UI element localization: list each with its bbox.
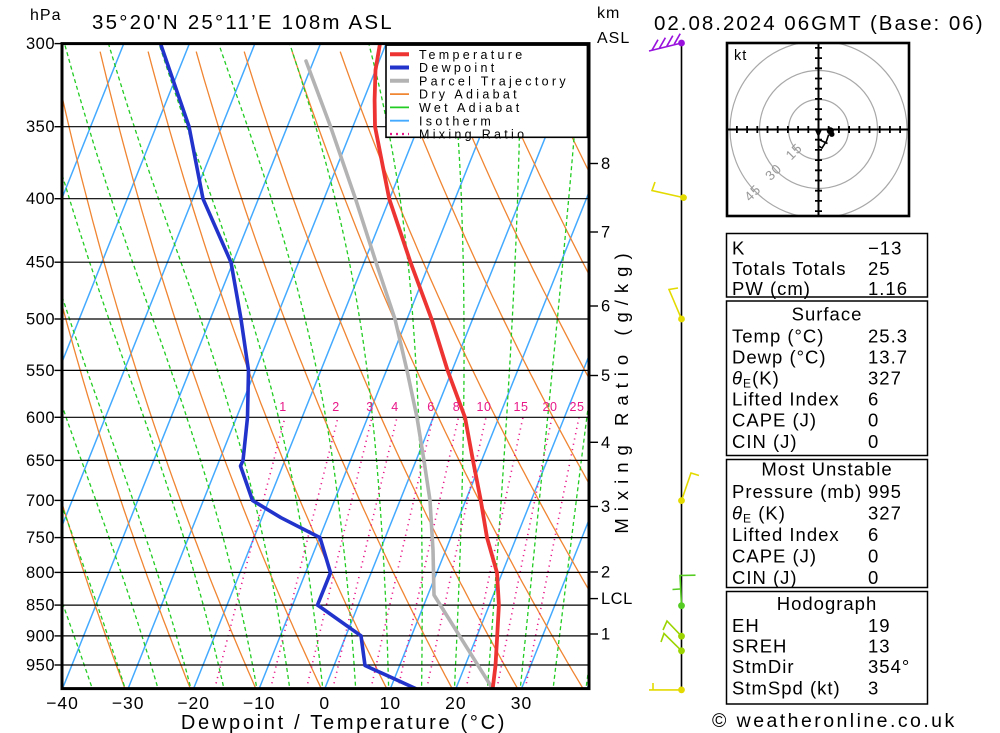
svg-text:Dry Adiabat: Dry Adiabat [419, 88, 520, 102]
svg-text:Wet Adiabat: Wet Adiabat [419, 101, 522, 115]
svg-text:0: 0 [868, 410, 879, 431]
svg-text:Isotherm: Isotherm [419, 114, 494, 128]
svg-text:K: K [732, 238, 745, 259]
svg-text:StmSpd (kt): StmSpd (kt) [732, 678, 841, 699]
svg-text:Surface: Surface [792, 304, 863, 325]
svg-text:CIN (J): CIN (J) [732, 567, 798, 588]
svg-text:995: 995 [868, 481, 902, 502]
svg-text:300: 300 [26, 35, 55, 53]
svg-text:550: 550 [26, 362, 55, 380]
svg-text:2: 2 [332, 400, 339, 414]
svg-text:Most Unstable: Most Unstable [761, 459, 892, 480]
svg-text:7: 7 [601, 224, 611, 242]
svg-text:StmDir: StmDir [732, 656, 795, 677]
svg-text:1: 1 [279, 400, 286, 414]
svg-text:Lifted Index: Lifted Index [732, 524, 840, 545]
svg-text:750: 750 [26, 529, 55, 547]
svg-text:2: 2 [601, 564, 611, 582]
svg-text:8: 8 [453, 400, 460, 414]
svg-text:Hodograph: Hodograph [777, 593, 878, 614]
svg-text:Lifted Index: Lifted Index [732, 389, 840, 410]
svg-text:350: 350 [26, 118, 55, 136]
svg-text:900: 900 [26, 627, 55, 645]
svg-text:Dewp (°C): Dewp (°C) [732, 347, 827, 368]
svg-text:800: 800 [26, 564, 55, 582]
svg-text:θE (K): θE (K) [732, 503, 786, 526]
svg-text:ASL: ASL [597, 30, 630, 47]
svg-text:0: 0 [319, 693, 330, 713]
svg-text:PW (cm): PW (cm) [732, 278, 811, 299]
svg-text:SREH: SREH [732, 636, 787, 657]
svg-text:LCL: LCL [601, 590, 633, 608]
svg-text:6: 6 [427, 400, 434, 414]
svg-text:0: 0 [868, 546, 879, 567]
svg-text:Dewpoint / Temperature (°C): Dewpoint / Temperature (°C) [181, 712, 507, 733]
svg-text:5: 5 [601, 367, 611, 385]
svg-text:Temp (°C): Temp (°C) [732, 326, 824, 347]
svg-text:−10: −10 [243, 693, 276, 713]
svg-text:20: 20 [543, 400, 558, 414]
svg-text:0: 0 [868, 567, 879, 588]
svg-text:Mixing Ratio: Mixing Ratio [419, 128, 527, 142]
svg-text:8: 8 [601, 155, 611, 173]
svg-text:6: 6 [601, 298, 611, 316]
svg-text:−20: −20 [177, 693, 210, 713]
svg-text:4: 4 [391, 400, 398, 414]
svg-text:−30: −30 [112, 693, 145, 713]
svg-text:4: 4 [601, 434, 611, 452]
svg-text:450: 450 [26, 254, 55, 272]
svg-text:30: 30 [511, 693, 532, 713]
svg-text:19: 19 [868, 615, 891, 636]
svg-text:−13: −13 [868, 238, 902, 259]
svg-text:Dewpoint: Dewpoint [419, 61, 498, 75]
svg-text:kt: kt [734, 48, 747, 64]
svg-text:700: 700 [26, 492, 55, 510]
svg-text:3: 3 [366, 400, 373, 414]
svg-text:3: 3 [868, 678, 879, 699]
svg-text:Totals Totals: Totals Totals [732, 258, 846, 279]
svg-text:© weatheronline.co.uk: © weatheronline.co.uk [712, 710, 957, 732]
svg-text:500: 500 [26, 311, 55, 329]
svg-text:hPa: hPa [30, 7, 61, 24]
svg-text:CIN (J): CIN (J) [732, 431, 798, 452]
svg-text:CAPE (J): CAPE (J) [732, 410, 817, 431]
svg-text:850: 850 [26, 597, 55, 615]
svg-text:CAPE (J): CAPE (J) [732, 546, 817, 567]
svg-text:Mixing Ratio (g/kg): Mixing Ratio (g/kg) [611, 246, 632, 533]
svg-text:25: 25 [868, 258, 891, 279]
svg-text:1.16: 1.16 [868, 278, 908, 299]
svg-text:Pressure (mb): Pressure (mb) [732, 481, 862, 502]
svg-text:25: 25 [570, 400, 585, 414]
svg-text:10: 10 [477, 400, 492, 414]
svg-text:3: 3 [601, 498, 611, 516]
svg-text:0: 0 [868, 431, 879, 452]
svg-text:400: 400 [26, 190, 55, 208]
svg-text:354°: 354° [868, 656, 910, 677]
svg-text:Temperature: Temperature [419, 48, 525, 62]
svg-text:6: 6 [868, 389, 879, 410]
svg-text:−40: −40 [46, 693, 79, 713]
svg-text:θE(K): θE(K) [732, 368, 780, 391]
svg-text:10: 10 [380, 693, 401, 713]
svg-text:25.3: 25.3 [868, 326, 908, 347]
svg-text:02.08.2024 06GMT (Base: 06): 02.08.2024 06GMT (Base: 06) [654, 12, 985, 35]
svg-text:13.7: 13.7 [868, 347, 908, 368]
svg-text:35°20'N 25°11’E 108m ASL: 35°20'N 25°11’E 108m ASL [92, 11, 394, 34]
svg-text:327: 327 [868, 368, 902, 389]
svg-text:950: 950 [26, 657, 55, 675]
svg-text:600: 600 [26, 409, 55, 427]
svg-text:1: 1 [601, 626, 611, 644]
svg-text:650: 650 [26, 452, 55, 470]
svg-text:327: 327 [868, 503, 902, 524]
svg-text:km: km [597, 5, 620, 22]
svg-text:EH: EH [732, 615, 760, 636]
svg-text:15: 15 [514, 400, 529, 414]
svg-text:20: 20 [445, 693, 466, 713]
svg-text:Parcel Trajectory: Parcel Trajectory [419, 74, 569, 88]
svg-text:6: 6 [868, 524, 879, 545]
svg-text:13: 13 [868, 636, 891, 657]
